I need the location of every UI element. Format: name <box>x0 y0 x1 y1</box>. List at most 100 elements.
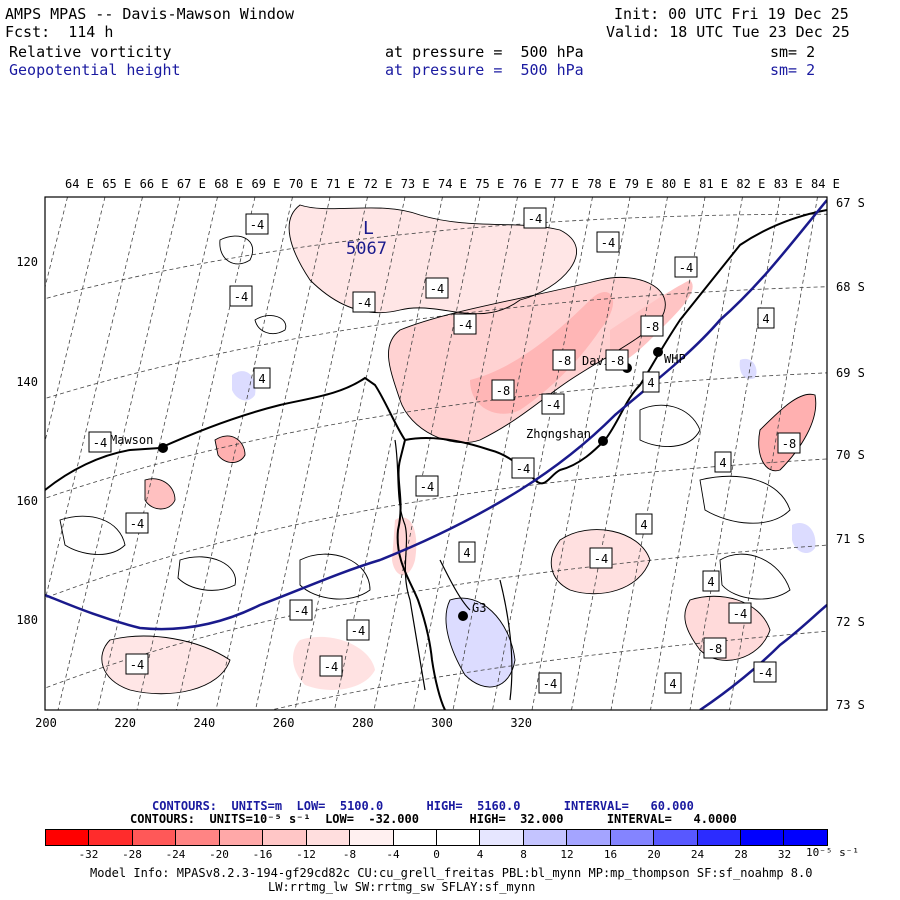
contour-value-label: -4 <box>589 547 613 569</box>
longitude-label: 74 E <box>438 177 467 191</box>
contour-value-label: -4 <box>125 653 149 675</box>
svg-text:-8: -8 <box>645 320 659 334</box>
colorbar-swatch <box>219 830 264 845</box>
svg-text:-4: -4 <box>594 552 608 566</box>
colorbar-swatch <box>523 830 568 845</box>
contour-value-label: -4 <box>229 285 253 307</box>
svg-text:-8: -8 <box>496 384 510 398</box>
longitude-label: 78 E <box>587 177 616 191</box>
svg-text:4: 4 <box>707 575 714 589</box>
svg-text:-8: -8 <box>782 437 796 451</box>
contour-value-label: -4 <box>352 291 376 313</box>
colorbar-tick-label: 4 <box>476 848 484 861</box>
colorbar-swatch <box>132 830 177 845</box>
svg-text:4: 4 <box>640 518 647 532</box>
contour-value-label: -4 <box>415 475 439 497</box>
colorbar-swatch <box>480 830 524 845</box>
colorbar-swatch <box>176 830 220 845</box>
longitude-label: 84 E <box>811 177 840 191</box>
contour-value-label: -4 <box>728 602 752 624</box>
latitude-label: 70 S <box>836 448 865 462</box>
colorbar-swatch <box>46 830 90 845</box>
forecast-hour: Fcst: 114 h <box>5 23 114 41</box>
x-grid-label: 260 <box>273 716 295 730</box>
svg-text:-4: -4 <box>516 462 530 476</box>
longitude-label: 65 E <box>102 177 131 191</box>
svg-text:-4: -4 <box>324 660 338 674</box>
station-label: Mawson <box>110 433 153 447</box>
height-contour-5100 <box>45 199 827 631</box>
svg-text:-8: -8 <box>610 354 624 368</box>
x-grid-label: 280 <box>352 716 374 730</box>
contour-value-label: -4 <box>674 256 698 278</box>
contour-value-label: -4 <box>523 207 547 229</box>
axis-labels: 64 E 65 E 66 E 67 E 68 E 69 E 70 E 71 E 72 E 73 E… <box>16 177 865 730</box>
svg-text:4: 4 <box>258 372 265 386</box>
colorbar-tick-label: 28 <box>734 848 748 861</box>
contour-value-label: 4 <box>714 451 732 473</box>
station-marker <box>653 347 663 357</box>
contour-value-label: -4 <box>88 431 112 453</box>
latitude-label: 72 S <box>836 615 865 629</box>
meridian-lines <box>45 197 818 710</box>
longitude-label: 76 E <box>513 177 542 191</box>
longitude-label: 64 E <box>65 177 94 191</box>
svg-text:-4: -4 <box>357 296 371 310</box>
longitude-label: 68 E <box>214 177 243 191</box>
field2-level: at pressure = 500 hPa <box>385 61 584 79</box>
field1-smooth: sm= 2 <box>770 43 816 61</box>
colorbar-tick-label: 8 <box>520 848 527 861</box>
svg-text:-4: -4 <box>546 398 560 412</box>
longitude-label: 80 E <box>662 177 691 191</box>
svg-text:4: 4 <box>762 312 769 326</box>
contour-value-label: -4 <box>245 213 269 235</box>
y-grid-label: 120 <box>16 255 38 269</box>
colorbar-swatch <box>306 830 351 845</box>
colorbar-swatch <box>567 830 611 845</box>
longitude-label: 70 E <box>289 177 318 191</box>
contour-value-label: -4 <box>319 655 343 677</box>
low-center-marker: L <box>363 218 374 239</box>
contour-value-label: 4 <box>458 541 476 563</box>
svg-text:-4: -4 <box>294 604 308 618</box>
longitude-label: 82 E <box>736 177 765 191</box>
svg-text:4: 4 <box>647 376 654 390</box>
colorbar-tick-label: 24 <box>690 848 705 861</box>
station-marker <box>458 611 468 621</box>
contour-value-label: -8 <box>777 432 801 454</box>
longitude-label: 83 E <box>774 177 803 191</box>
contour-info-vorticity: CONTOURS: UNITS=10⁻⁵ s⁻¹ LOW= -32.000 HI… <box>130 812 737 826</box>
svg-text:-4: -4 <box>758 666 772 680</box>
svg-text:4: 4 <box>669 677 676 691</box>
init-time: Init: 00 UTC Fri 19 Dec 25 <box>614 5 849 23</box>
x-grid-label: 220 <box>114 716 136 730</box>
longitude-label: 69 E <box>252 177 281 191</box>
colorbar <box>45 829 828 846</box>
colorbar-tick-label: 32 <box>777 848 792 861</box>
contour-labels: -4 -4 -4 -4 -4 -4 -4 -4 -4 -4 -4 -4 -4 -4 -4 -4 -4 -4 -4 -4… <box>88 207 801 694</box>
field2-name: Geopotential height <box>9 61 181 79</box>
svg-text:-4: -4 <box>430 282 444 296</box>
colorbar-tick-label: -4 <box>386 848 400 861</box>
contour-value-label: -4 <box>125 512 149 534</box>
colorbar-tick-label: 16 <box>603 848 618 861</box>
contour-value-label: -4 <box>425 277 449 299</box>
low-center-value: 5067 <box>346 239 387 259</box>
contour-value-label: 4 <box>635 513 653 535</box>
field1-name: Relative vorticity <box>9 43 172 61</box>
contour-value-label: -4 <box>453 313 477 335</box>
colorbar-tick-label: -32 <box>78 848 99 861</box>
x-grid-label: 240 <box>194 716 216 730</box>
model-info-physics: LW:rrtmg_lw SW:rrtmg_sw SFLAY:sf_mynn <box>268 880 536 894</box>
colorbar-swatch <box>393 830 437 845</box>
colorbar-swatch <box>263 830 307 845</box>
svg-text:-4: -4 <box>351 624 365 638</box>
colorbar-tick-label: 20 <box>647 848 661 861</box>
contour-value-label: -4 <box>596 231 620 253</box>
longitude-label: 77 E <box>550 177 579 191</box>
colorbar-swatch <box>89 830 133 845</box>
svg-text:-4: -4 <box>601 236 615 250</box>
contour-value-label: 4 <box>642 371 660 393</box>
svg-text:-4: -4 <box>93 436 107 450</box>
